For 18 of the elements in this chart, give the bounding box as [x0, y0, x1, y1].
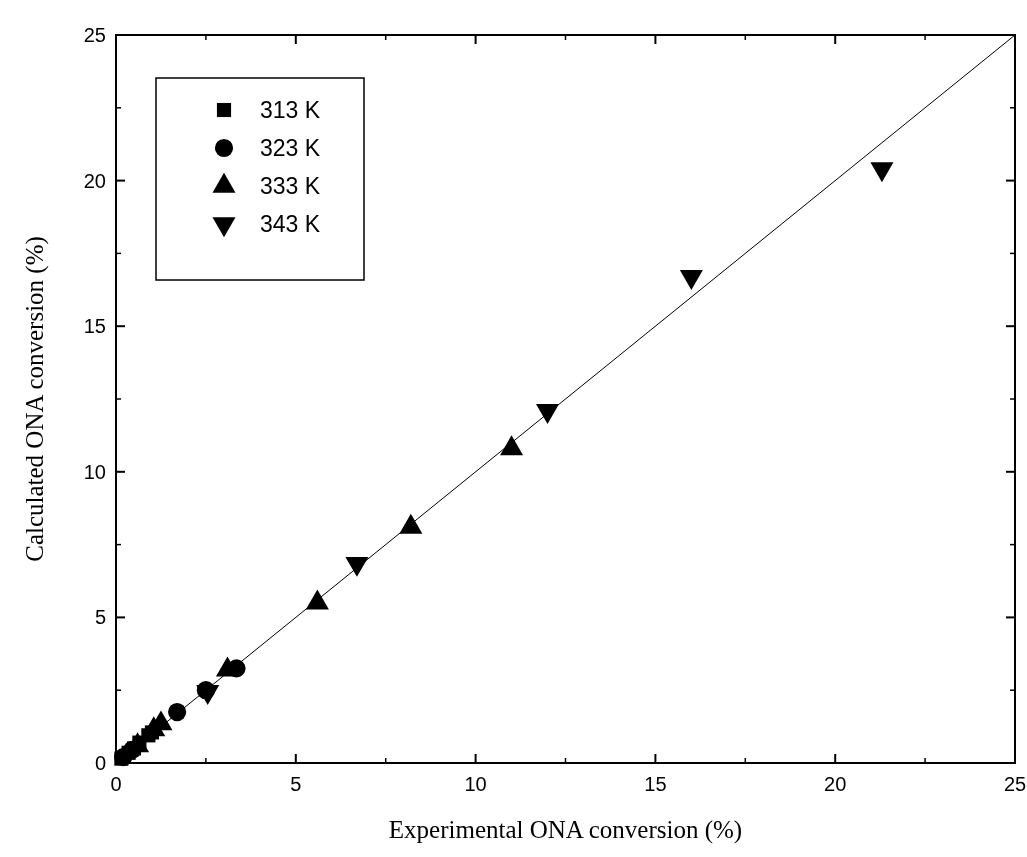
x-tick-label: 0: [110, 773, 122, 795]
x-axis-title: Experimental ONA conversion (%): [388, 816, 743, 844]
legend-label: 333 K: [260, 173, 321, 199]
legend-label: 323 K: [260, 135, 321, 161]
y-tick-label: 0: [94, 752, 106, 774]
y-tick-label: 15: [83, 315, 106, 338]
y-tick-label: 10: [83, 460, 106, 483]
y-tick-label: 20: [83, 169, 106, 192]
y-axis-title: Calculated ONA conversion (%): [21, 236, 49, 562]
x-tick-label: 20: [824, 773, 847, 795]
x-tick-label: 10: [464, 773, 487, 795]
y-tick-label: 5: [94, 606, 106, 629]
x-tick-label: 15: [644, 773, 667, 795]
legend-label: 343 K: [260, 211, 321, 237]
y-tick-label: 25: [83, 24, 106, 46]
x-tick-label: 25: [1003, 773, 1027, 795]
x-tick-label: 5: [290, 773, 302, 795]
legend-label: 313 K: [260, 97, 321, 123]
